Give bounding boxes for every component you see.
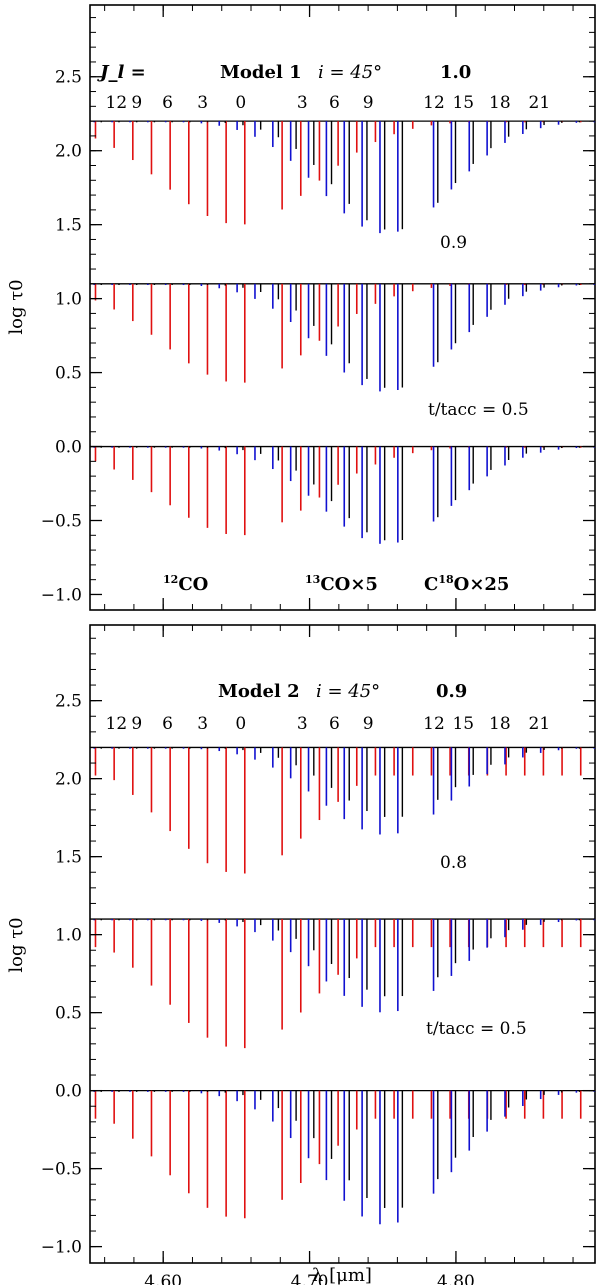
top-j-level-11: 21 xyxy=(529,93,551,113)
bottom-ytick-label-1: 2.0 xyxy=(55,770,82,790)
bottom-incl-label: i = 45° xyxy=(316,681,380,702)
top-j-level-2: 6 xyxy=(162,93,173,113)
top-jlabel: J_l = xyxy=(97,62,146,83)
bottom-ytick-label-0: 2.5 xyxy=(55,692,82,712)
legend-13co: 13CO×5 xyxy=(305,573,378,595)
top-plot-frame xyxy=(89,4,596,611)
bottom-series-label-1: 0.8 xyxy=(440,853,467,873)
top-j-level-8: 12 xyxy=(423,93,445,113)
top-panel: 2.52.01.51.00.50.0−0.5−1.0 log τ0 J_l = … xyxy=(6,4,596,611)
bottom-series-label-0: 0.9 xyxy=(436,681,467,702)
top-ytick-label-2: 1.5 xyxy=(55,216,82,236)
bottom-xtick-label-1: 4.70 xyxy=(291,1272,329,1285)
bottom-j-level-9: 15 xyxy=(452,714,474,734)
top-ytick-label-3: 1.0 xyxy=(55,290,82,310)
bottom-j-level-4: 0 xyxy=(235,714,246,734)
top-series-label-0: 1.0 xyxy=(440,62,471,83)
top-axis-ticks: 2.5 2.0 1.5 1.0 0.5 0.0 −0.5 −1.0 xyxy=(41,5,595,610)
bottom-j-level-0: 12 xyxy=(106,714,128,734)
top-ytick-label-5: 0.0 xyxy=(55,438,82,458)
legend-12co: 12CO xyxy=(163,573,208,595)
bottom-axis-ticks: 2.5 2.0 1.5 1.0 0.5 0.0 −0.5 −1.0 4.60 4.70 4.80 xyxy=(41,625,595,1285)
bottom-xtick-label-2: 4.80 xyxy=(437,1272,475,1285)
top-spectra xyxy=(90,120,596,544)
top-j-level-7: 9 xyxy=(363,93,374,113)
top-ytick-label-1: 2.0 xyxy=(55,142,82,162)
top-j-levels: 12 9 6 3 0 3 6 9 12 15 18 21 xyxy=(106,93,551,113)
top-ytick-label-4: 0.5 xyxy=(55,364,82,384)
bottom-j-level-7: 9 xyxy=(363,714,374,734)
top-ytick-label-0: 2.5 xyxy=(55,68,82,88)
legend-c18o: C18O×25 xyxy=(424,573,509,595)
top-incl-label: i = 45° xyxy=(318,62,382,83)
bottom-j-level-2: 6 xyxy=(162,714,173,734)
bottom-j-level-6: 6 xyxy=(329,714,340,734)
bottom-ytick-label-6: −0.5 xyxy=(41,1160,82,1180)
bottom-j-level-1: 9 xyxy=(131,714,142,734)
top-j-level-9: 15 xyxy=(452,93,474,113)
top-ytick-label-7: −1.0 xyxy=(41,585,82,605)
top-j-level-4: 0 xyxy=(235,93,246,113)
bottom-xlabel: λ [μm] xyxy=(312,1265,372,1285)
bottom-series-label-2: t/tacc = 0.5 xyxy=(426,1019,527,1039)
bottom-ytick-label-4: 0.5 xyxy=(55,1004,82,1024)
bottom-j-level-5: 3 xyxy=(297,714,308,734)
top-model-label: Model 1 xyxy=(220,62,302,83)
bottom-ylabel: log τ0 xyxy=(6,917,27,972)
top-series-label-2: t/tacc = 0.5 xyxy=(428,400,529,420)
bottom-spectra xyxy=(90,746,596,1225)
bottom-j-level-11: 21 xyxy=(529,714,551,734)
bottom-ytick-label-5: 0.0 xyxy=(55,1082,82,1102)
bottom-j-level-8: 12 xyxy=(423,714,445,734)
bottom-ytick-label-7: −1.0 xyxy=(41,1238,82,1258)
top-series-label-1: 0.9 xyxy=(440,233,467,253)
top-j-level-0: 12 xyxy=(106,93,128,113)
bottom-j-level-10: 18 xyxy=(489,714,511,734)
bottom-model-label: Model 2 xyxy=(218,681,300,702)
bottom-panel: 2.5 2.0 1.5 1.0 0.5 0.0 −0.5 −1.0 4.60 4.70 4.80 l… xyxy=(6,624,596,1285)
top-ytick-label-6: −0.5 xyxy=(41,512,82,532)
top-ylabel: log τ0 xyxy=(6,279,27,334)
bottom-plot-frame xyxy=(89,624,596,1264)
bottom-ytick-label-3: 1.0 xyxy=(55,926,82,946)
top-j-level-3: 3 xyxy=(197,93,208,113)
top-j-level-5: 3 xyxy=(297,93,308,113)
bottom-j-level-3: 3 xyxy=(197,714,208,734)
bottom-xtick-label-0: 4.60 xyxy=(144,1272,182,1285)
bottom-j-levels: 12 9 6 3 0 3 6 9 12 15 18 21 xyxy=(106,714,551,734)
top-j-level-6: 6 xyxy=(329,93,340,113)
top-j-level-10: 18 xyxy=(489,93,511,113)
legend: 12CO 13CO×5 C18O×25 xyxy=(163,573,509,595)
bottom-ytick-label-2: 1.5 xyxy=(55,848,82,868)
top-j-level-1: 9 xyxy=(131,93,142,113)
